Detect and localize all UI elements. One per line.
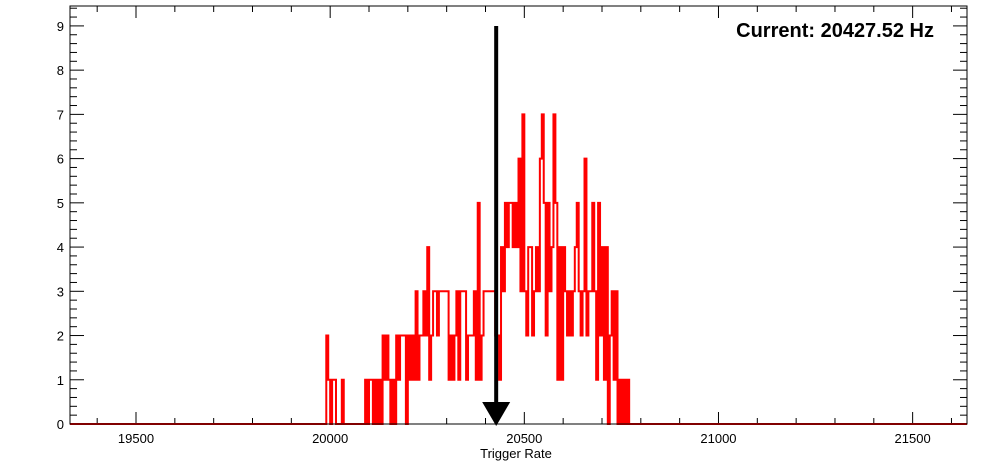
y-tick-label: 3: [57, 284, 64, 299]
y-tick-label: 7: [57, 107, 64, 122]
y-axis-tick-labels: 0 1 2 3 4 5 6 7 8 9: [57, 19, 64, 432]
x-tick-label: 21500: [895, 431, 931, 446]
plot-frame: [69, 5, 968, 425]
x-axis-tick-labels: 19500 20000 20500 21000 21500: [118, 431, 931, 446]
x-tick-label: 20000: [312, 431, 348, 446]
x-axis-title: Trigger Rate: [480, 446, 552, 461]
current-value-arrow: [482, 26, 511, 426]
histogram-series-line: [70, 113, 967, 425]
y-tick-label: 2: [57, 329, 64, 344]
current-rate-label: Current: 20427.52 Hz: [736, 20, 934, 42]
y-tick-label: 1: [57, 373, 64, 388]
y-tick-label: 8: [57, 63, 64, 78]
x-tick-label: 19500: [118, 431, 154, 446]
arrow-head: [482, 402, 511, 426]
y-tick-label: 0: [57, 417, 64, 432]
y-tick-label: 4: [57, 240, 64, 255]
y-tick-label: 6: [57, 152, 64, 167]
y-tick-label: 9: [57, 19, 64, 34]
x-tick-label: 21000: [700, 431, 736, 446]
y-axis-ticks: [70, 7, 967, 425]
y-tick-label: 5: [57, 196, 64, 211]
x-tick-label: 20500: [506, 431, 542, 446]
